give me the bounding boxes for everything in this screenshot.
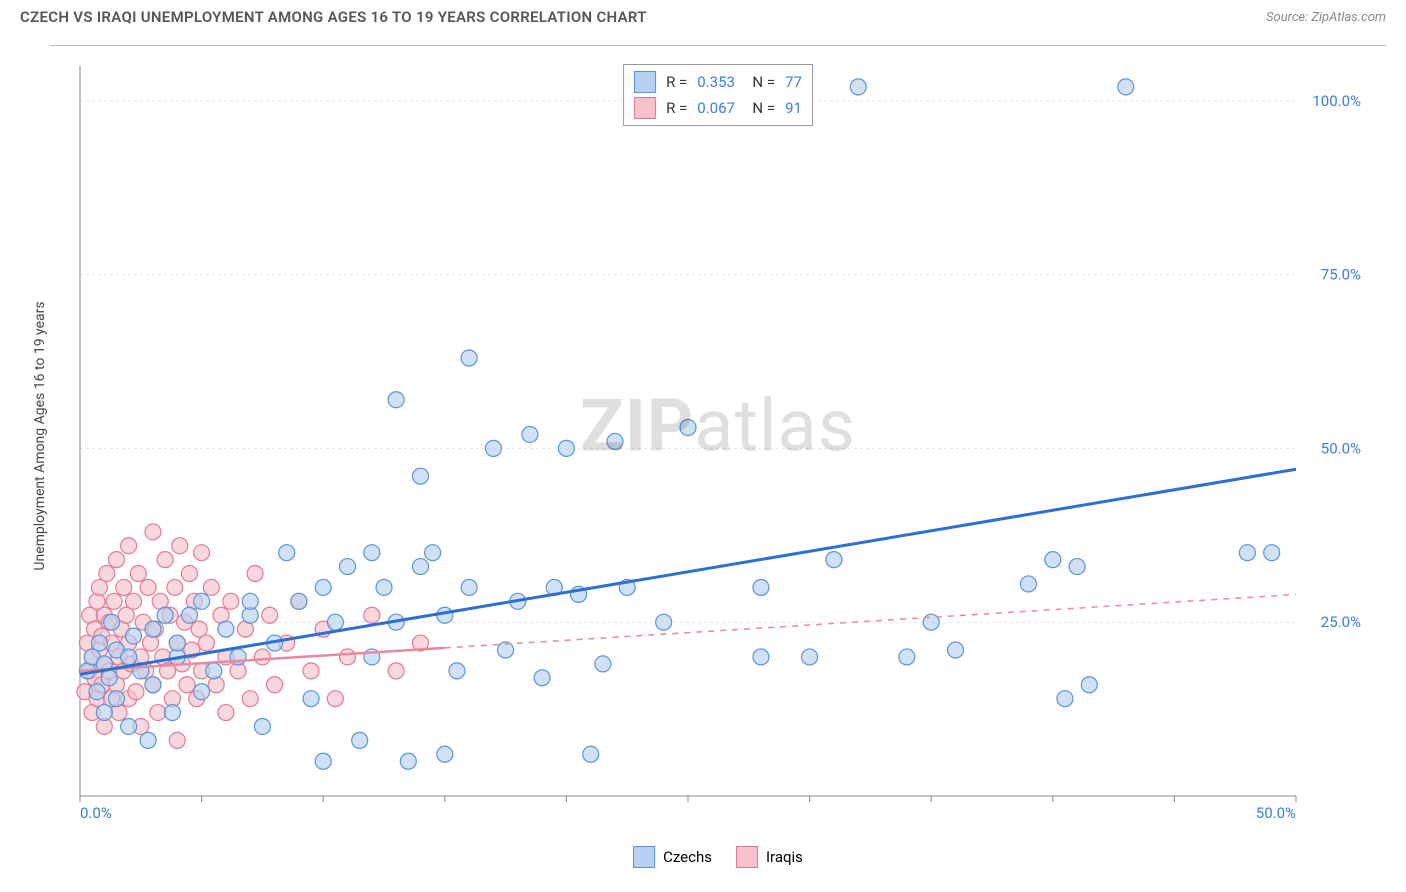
legend-row-czechs: R = 0.353 N = 77 bbox=[634, 69, 802, 95]
svg-text:0.0%: 0.0% bbox=[80, 804, 112, 822]
legend-item-iraqis: Iraqis bbox=[736, 846, 803, 868]
plot-area: ZIPatlas 25.0%50.0%75.0%100.0%0.0%50.0% … bbox=[70, 56, 1366, 826]
chart-container: Unemployment Among Ages 16 to 19 years Z… bbox=[50, 45, 1386, 825]
svg-text:75.0%: 75.0% bbox=[1321, 266, 1361, 284]
legend-item-czechs: Czechs bbox=[633, 846, 712, 868]
scatter-chart: 25.0% 50.0% 75.0% 100.0% 0.0% 50.0% bbox=[70, 56, 1366, 826]
swatch-czechs bbox=[634, 71, 656, 93]
svg-text:100.0%: 100.0% bbox=[1312, 92, 1361, 110]
source-attribution: Source: ZipAtlas.com bbox=[1266, 10, 1386, 25]
svg-text:50.0%: 50.0% bbox=[1256, 804, 1296, 822]
swatch-iraqis bbox=[634, 97, 656, 119]
svg-text:50.0%: 50.0% bbox=[1321, 439, 1361, 457]
swatch-iraqis-icon bbox=[736, 846, 758, 868]
svg-text:25.0%: 25.0% bbox=[1321, 613, 1361, 631]
legend-row-iraqis: R = 0.067 N = 91 bbox=[634, 95, 802, 121]
correlation-legend: R = 0.353 N = 77 R = 0.067 N = 91 bbox=[623, 64, 813, 126]
series-legend: Czechs Iraqis bbox=[633, 846, 803, 868]
chart-title: CZECH VS IRAQI UNEMPLOYMENT AMONG AGES 1… bbox=[20, 8, 647, 26]
y-axis-label: Unemployment Among Ages 16 to 19 years bbox=[32, 301, 48, 570]
swatch-czechs-icon bbox=[633, 846, 655, 868]
